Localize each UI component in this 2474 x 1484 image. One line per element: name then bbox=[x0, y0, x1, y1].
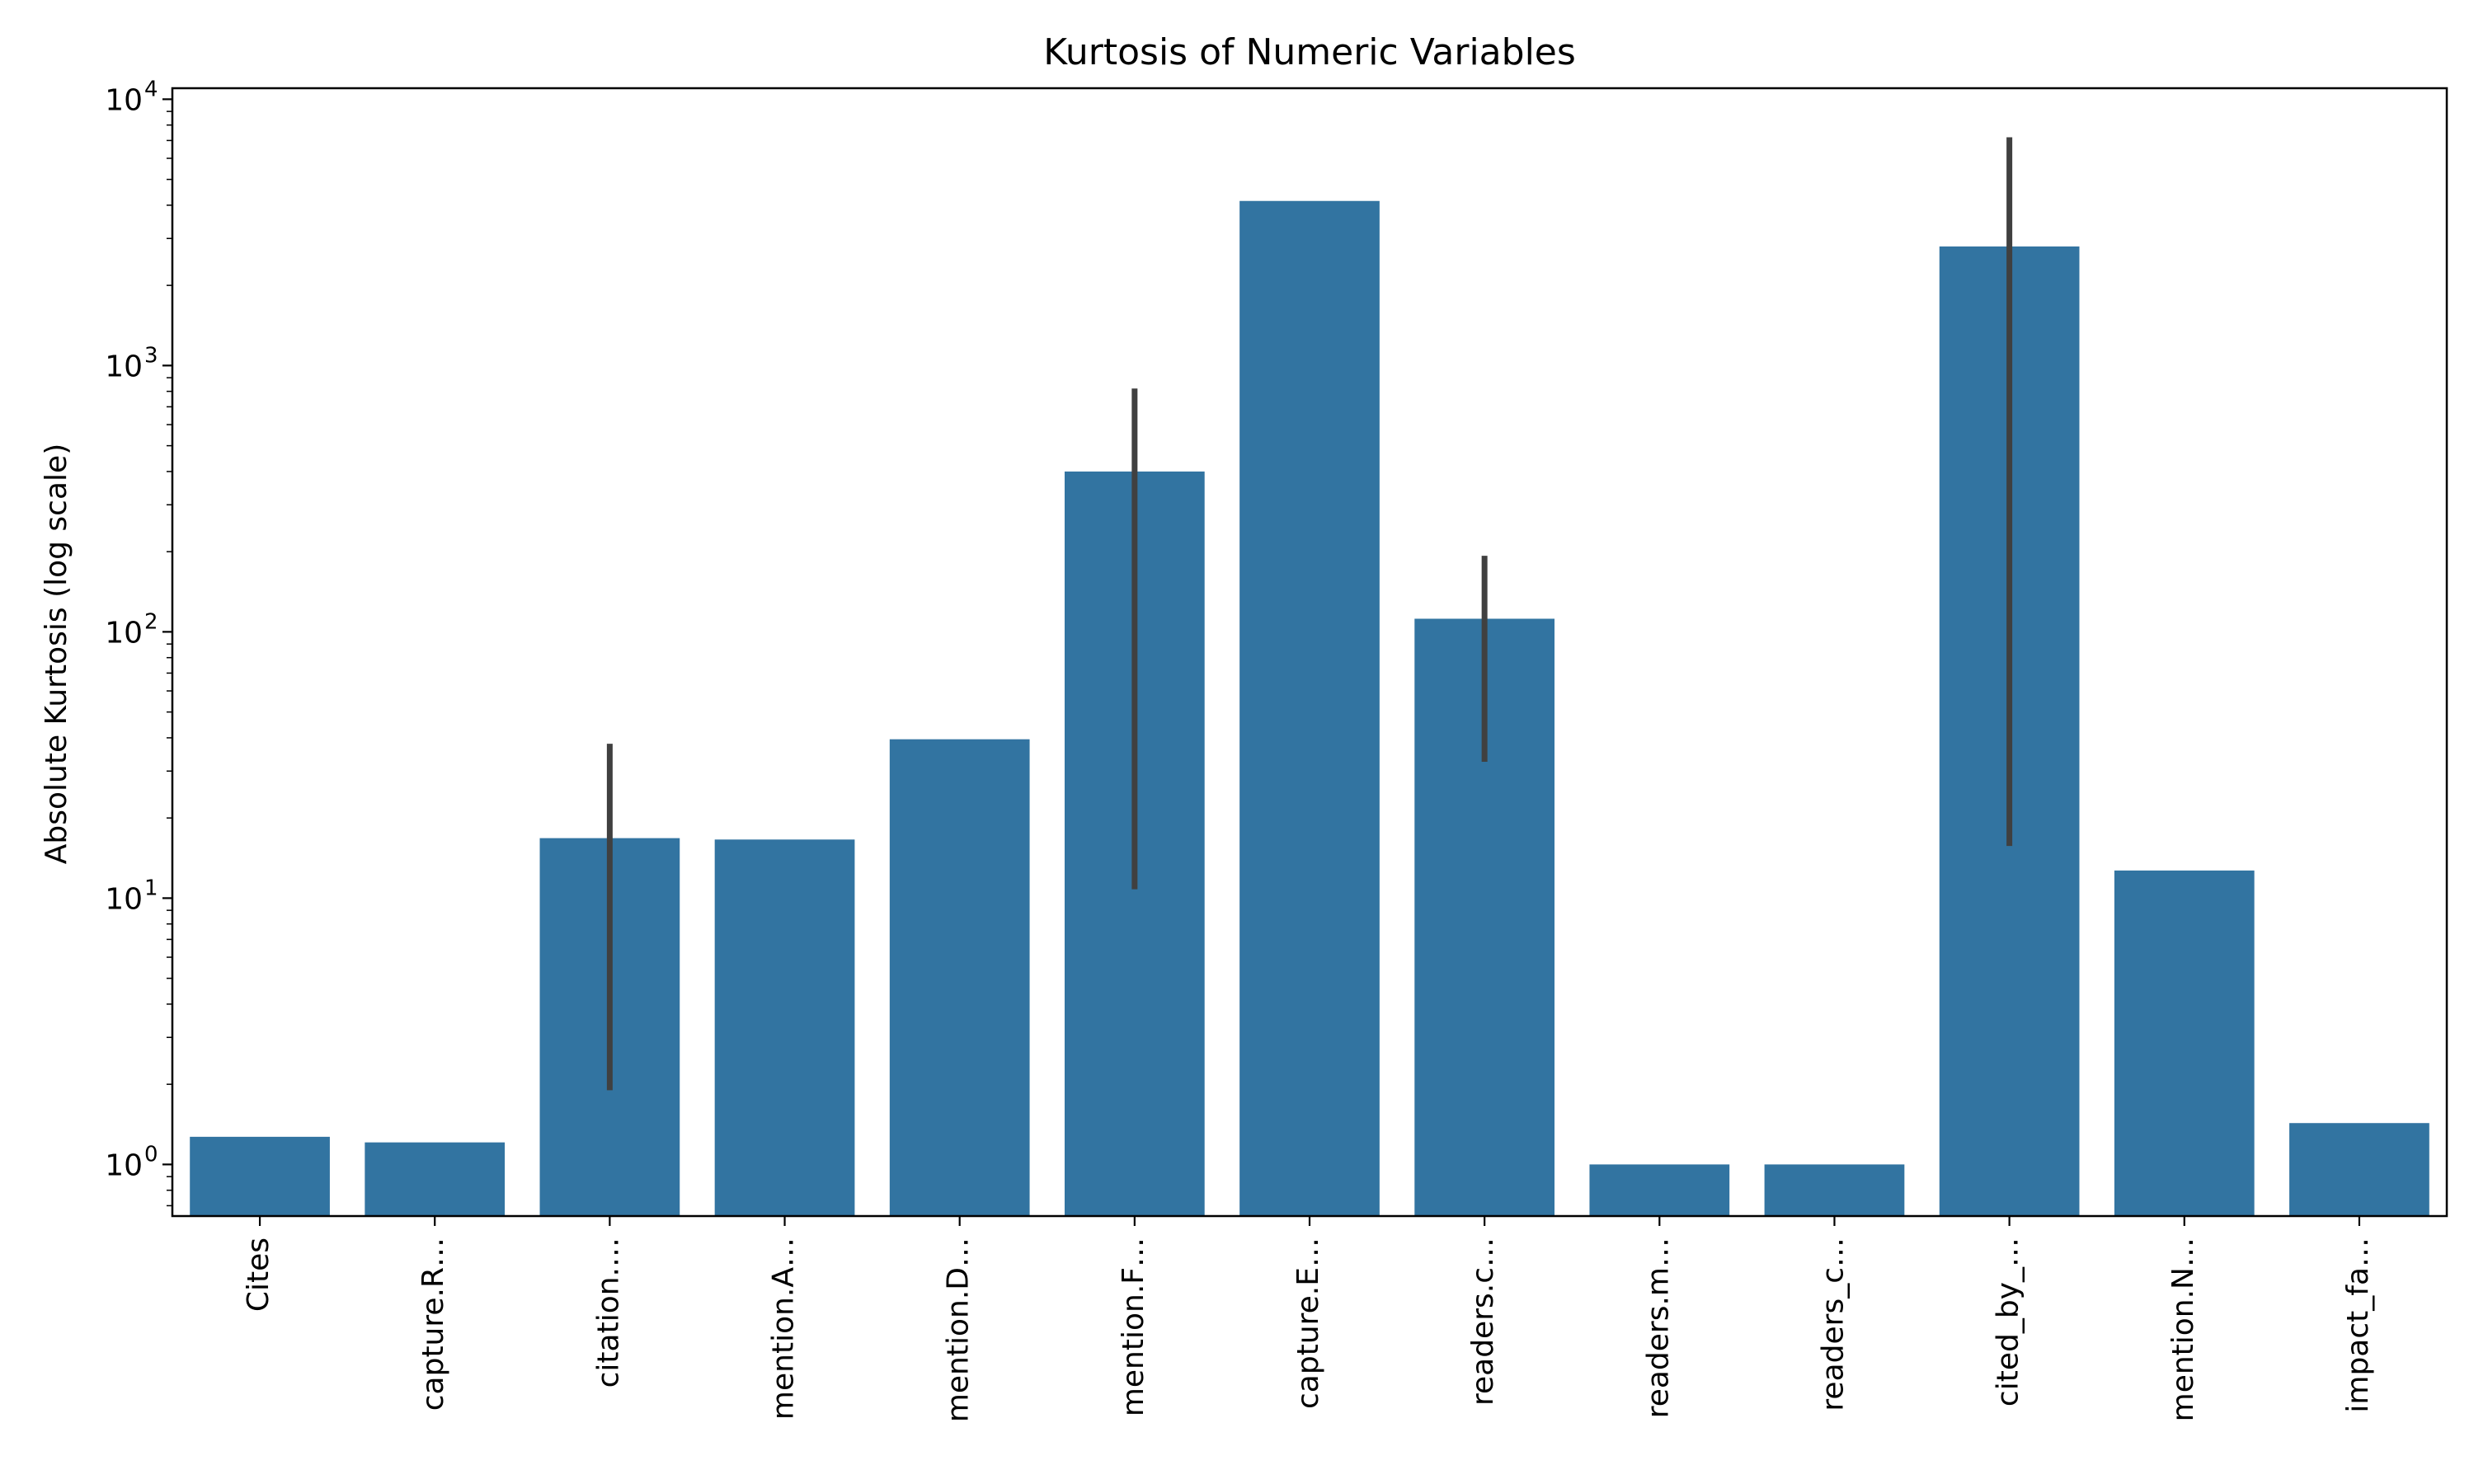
y-tick-label: 10 bbox=[105, 350, 143, 383]
plot-frame bbox=[171, 87, 2448, 1218]
bar bbox=[889, 739, 1030, 1216]
x-tick-label: mention.F… bbox=[1117, 1237, 1150, 1416]
bar bbox=[365, 1142, 506, 1216]
y-tick-label: 10 bbox=[105, 882, 143, 916]
x-tick-label: impact_fa… bbox=[2341, 1237, 2375, 1413]
x-axis-ticks: Cites capture.R… citation.… mention.A… menti… bbox=[242, 1216, 2375, 1422]
x-tick-label: readers.m… bbox=[1641, 1237, 1675, 1418]
y-tick-exponent: 1 bbox=[144, 876, 158, 900]
x-tick-label: capture.R… bbox=[416, 1237, 450, 1411]
x-tick-label: capture.E… bbox=[1291, 1237, 1325, 1409]
y-tick-exponent: 4 bbox=[144, 77, 158, 101]
bar bbox=[2289, 1123, 2429, 1216]
x-tick-label: readers.c… bbox=[1466, 1237, 1500, 1406]
bars-layer bbox=[190, 200, 2429, 1217]
bar bbox=[1239, 200, 1380, 1217]
bar bbox=[190, 1136, 330, 1216]
bar bbox=[2114, 870, 2255, 1216]
chart-title: Kurtosis of Numeric Variables bbox=[1043, 31, 1576, 73]
y-axis-label: Absolute Kurtosis (log scale) bbox=[40, 444, 73, 865]
y-tick-label: 10 bbox=[105, 616, 143, 650]
x-tick-label: mention.N… bbox=[2166, 1237, 2200, 1421]
x-tick-label: citation.… bbox=[591, 1237, 625, 1388]
x-tick-label: readers_c… bbox=[1816, 1237, 1850, 1411]
bar bbox=[1764, 1164, 1905, 1216]
y-tick-label: 10 bbox=[105, 1148, 143, 1182]
y-tick-exponent: 3 bbox=[144, 343, 158, 368]
error-bars-layer bbox=[606, 137, 2013, 1091]
y-tick-exponent: 2 bbox=[144, 609, 158, 634]
y-tick-label: 10 bbox=[105, 83, 143, 117]
y-tick-exponent: 0 bbox=[144, 1142, 158, 1167]
x-tick-label: cited_by_… bbox=[1992, 1237, 2025, 1407]
bar bbox=[714, 839, 855, 1216]
x-tick-label: mention.A… bbox=[767, 1237, 801, 1420]
bar bbox=[1589, 1164, 1730, 1216]
x-tick-label: mention.D… bbox=[942, 1237, 976, 1422]
x-tick-label: Cites bbox=[242, 1237, 275, 1312]
